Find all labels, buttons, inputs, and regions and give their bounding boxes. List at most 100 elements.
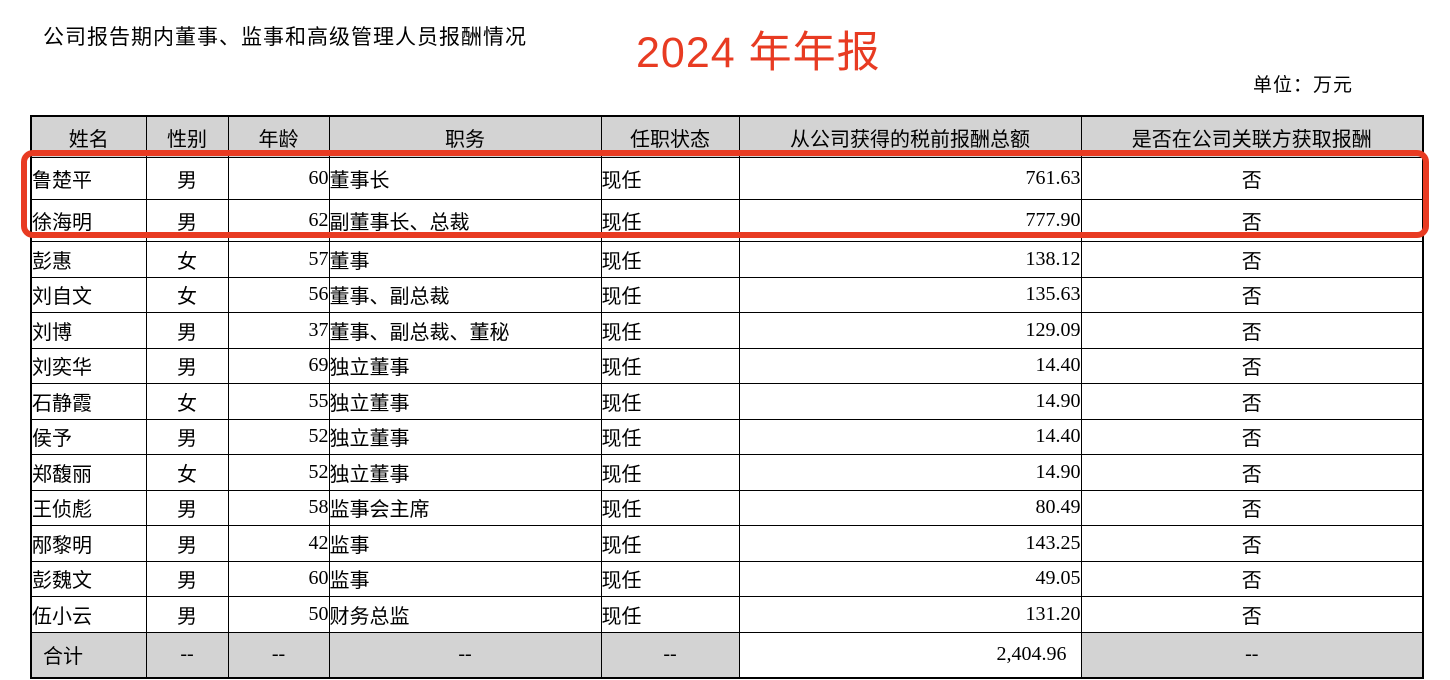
cell-name: 侯予 [30, 418, 147, 455]
cell-position: 董事、副总裁 [328, 276, 602, 313]
cell-position: 监事 [328, 525, 602, 562]
cell-related: 否 [1080, 560, 1424, 597]
table-row: 邴黎明 男 42 监事 现任 143.25 否 [30, 525, 1424, 562]
cell-name: 石静霞 [30, 383, 147, 420]
cell-related: 否 [1080, 347, 1424, 384]
cell-name: 彭惠 [30, 241, 147, 278]
cell-name: 鲁楚平 [30, 157, 147, 200]
cell-total-pay: 2,404.96 [738, 631, 1082, 678]
cell-pay: 777.90 [738, 199, 1082, 242]
table-header-row: 姓名 性别 年龄 职务 任职状态 从公司获得的税前报酬总额 是否在公司关联方获取… [30, 115, 1424, 158]
cell-pay: 80.49 [738, 489, 1082, 526]
cell-pay: 135.63 [738, 276, 1082, 313]
cell-gender: 女 [145, 454, 229, 491]
cell-gender: 男 [145, 596, 229, 633]
cell-total-gender: -- [145, 631, 229, 678]
table-row: 徐海明 男 62 副董事长、总裁 现任 777.90 否 [30, 199, 1424, 242]
cell-position: 独立董事 [328, 454, 602, 491]
table-row: 伍小云 男 50 财务总监 现任 131.20 否 [30, 596, 1424, 633]
cell-gender: 男 [145, 199, 229, 242]
cell-status: 现任 [600, 525, 740, 562]
cell-pay: 14.40 [738, 418, 1082, 455]
cell-status: 现任 [600, 560, 740, 597]
header-age: 年龄 [227, 115, 330, 158]
cell-age: 50 [227, 596, 330, 633]
cell-name: 刘自文 [30, 276, 147, 313]
cell-age: 42 [227, 525, 330, 562]
table-row: 郑馥丽 女 52 独立董事 现任 14.90 否 [30, 454, 1424, 491]
header-gender: 性别 [145, 115, 229, 158]
cell-pay: 138.12 [738, 241, 1082, 278]
cell-position: 董事长 [328, 157, 602, 200]
cell-status: 现任 [600, 347, 740, 384]
compensation-table: 姓名 性别 年龄 职务 任职状态 从公司获得的税前报酬总额 是否在公司关联方获取… [30, 115, 1424, 679]
cell-status: 现任 [600, 312, 740, 349]
header-pretax-pay: 从公司获得的税前报酬总额 [738, 115, 1082, 158]
cell-age: 52 [227, 454, 330, 491]
table-total-row: 合计 -- -- -- -- 2,404.96 -- [30, 631, 1424, 678]
table-row: 鲁楚平 男 60 董事长 现任 761.63 否 [30, 157, 1424, 200]
cell-status: 现任 [600, 454, 740, 491]
cell-name: 郑馥丽 [30, 454, 147, 491]
unit-label: 单位：万元 [1253, 75, 1354, 96]
cell-pay: 129.09 [738, 312, 1082, 349]
cell-related: 否 [1080, 383, 1424, 420]
cell-related: 否 [1080, 525, 1424, 562]
cell-total-position: -- [328, 631, 602, 678]
cell-gender: 男 [145, 489, 229, 526]
table-row: 刘自文 女 56 董事、副总裁 现任 135.63 否 [30, 276, 1424, 313]
cell-gender: 男 [145, 560, 229, 597]
cell-age: 37 [227, 312, 330, 349]
table-row: 王侦彪 男 58 监事会主席 现任 80.49 否 [30, 489, 1424, 526]
cell-gender: 女 [145, 276, 229, 313]
cell-related: 否 [1080, 489, 1424, 526]
cell-name: 徐海明 [30, 199, 147, 242]
cell-position: 独立董事 [328, 418, 602, 455]
cell-status: 现任 [600, 241, 740, 278]
report-year-badge: 2024 年年报 [636, 29, 881, 77]
cell-position: 监事会主席 [328, 489, 602, 526]
cell-age: 62 [227, 199, 330, 242]
cell-status: 现任 [600, 489, 740, 526]
cell-pay: 761.63 [738, 157, 1082, 200]
cell-total-status: -- [600, 631, 740, 678]
cell-age: 55 [227, 383, 330, 420]
table-row: 侯予 男 52 独立董事 现任 14.40 否 [30, 418, 1424, 455]
cell-gender: 女 [145, 383, 229, 420]
cell-status: 现任 [600, 157, 740, 200]
cell-gender: 男 [145, 312, 229, 349]
cell-position: 财务总监 [328, 596, 602, 633]
cell-age: 60 [227, 157, 330, 200]
cell-name: 刘奕华 [30, 347, 147, 384]
cell-gender: 女 [145, 241, 229, 278]
cell-position: 董事、副总裁、董秘 [328, 312, 602, 349]
cell-related: 否 [1080, 312, 1424, 349]
cell-position: 独立董事 [328, 347, 602, 384]
header-name: 姓名 [30, 115, 147, 158]
cell-age: 69 [227, 347, 330, 384]
header-related-party: 是否在公司关联方获取报酬 [1080, 115, 1424, 158]
cell-age: 57 [227, 241, 330, 278]
cell-position: 监事 [328, 560, 602, 597]
cell-related: 否 [1080, 276, 1424, 313]
cell-gender: 男 [145, 347, 229, 384]
cell-name: 邴黎明 [30, 525, 147, 562]
cell-related: 否 [1080, 418, 1424, 455]
cell-age: 60 [227, 560, 330, 597]
cell-name: 伍小云 [30, 596, 147, 633]
cell-pay: 14.90 [738, 454, 1082, 491]
cell-related: 否 [1080, 157, 1424, 200]
cell-status: 现任 [600, 596, 740, 633]
cell-total-related: -- [1080, 631, 1424, 678]
cell-pay: 14.40 [738, 347, 1082, 384]
cell-gender: 男 [145, 418, 229, 455]
table-row: 刘博 男 37 董事、副总裁、董秘 现任 129.09 否 [30, 312, 1424, 349]
cell-total-label: 合计 [30, 631, 147, 678]
table-row: 刘奕华 男 69 独立董事 现任 14.40 否 [30, 347, 1424, 384]
cell-pay: 143.25 [738, 525, 1082, 562]
cell-position: 副董事长、总裁 [328, 199, 602, 242]
table-row: 石静霞 女 55 独立董事 现任 14.90 否 [30, 383, 1424, 420]
cell-pay: 49.05 [738, 560, 1082, 597]
cell-status: 现任 [600, 199, 740, 242]
cell-status: 现任 [600, 418, 740, 455]
